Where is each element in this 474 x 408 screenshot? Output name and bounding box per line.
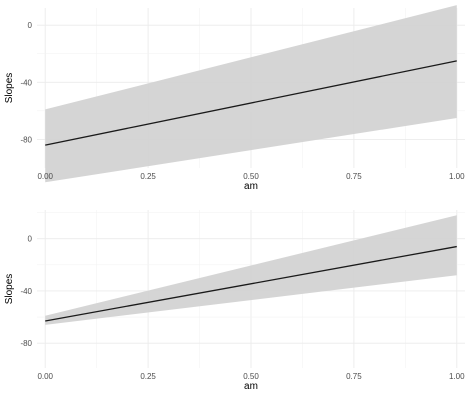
panel-1-x-tick-label: 1.00 <box>449 172 465 181</box>
panel-1-x-ticks: 0.00 0.25 0.50 0.75 1.00 <box>37 172 465 181</box>
panel-2-y-tick-label: -80 <box>20 339 32 348</box>
panel-2: 0.00 0.25 0.50 0.75 1.00 -80 -40 0 am Slopes <box>4 210 465 392</box>
panel-1-y-tick-label: -80 <box>20 135 32 144</box>
panel-1-x-axis-title: am <box>244 181 258 192</box>
panel-2-slope-line <box>45 245 457 322</box>
panel-1-x-tick-label: 0.50 <box>243 172 259 181</box>
panel-2-y-axis-title: Slopes <box>4 274 15 305</box>
panel-1-y-axis-title: Slopes <box>4 73 15 104</box>
panel-1-x-tick-label: 0.75 <box>346 172 362 181</box>
panel-1-x-tick-label: 0.00 <box>37 172 53 181</box>
panel-1-slope-line <box>45 60 457 146</box>
panel-2-x-tick-label: 0.75 <box>346 372 362 381</box>
panel-2-y-ticks: -80 -40 0 <box>20 235 32 348</box>
panel-1: 0.00 0.25 0.50 0.75 1.00 -80 -40 0 am Slopes <box>4 5 465 192</box>
panel-2-x-axis-title: am <box>244 381 258 392</box>
panel-2-x-tick-label: 0.50 <box>243 372 259 381</box>
panel-1-y-tick-label: 0 <box>28 21 33 30</box>
panel-2-x-tick-label: 1.00 <box>449 372 465 381</box>
panel-2-x-tick-label: 0.00 <box>37 372 53 381</box>
panel-2-x-tick-label: 0.25 <box>140 372 156 381</box>
panel-1-confidence-band <box>45 5 457 183</box>
panel-1-y-tick-label: -40 <box>20 78 32 87</box>
panel-1-x-tick-label: 0.25 <box>140 172 156 181</box>
panel-1-y-ticks: -80 -40 0 <box>20 21 32 144</box>
panel-2-x-ticks: 0.00 0.25 0.50 0.75 1.00 <box>37 372 465 381</box>
panel-2-confidence-band <box>45 215 457 325</box>
panel-2-y-tick-label: 0 <box>28 235 33 244</box>
panel-2-y-tick-label: -40 <box>20 287 32 296</box>
